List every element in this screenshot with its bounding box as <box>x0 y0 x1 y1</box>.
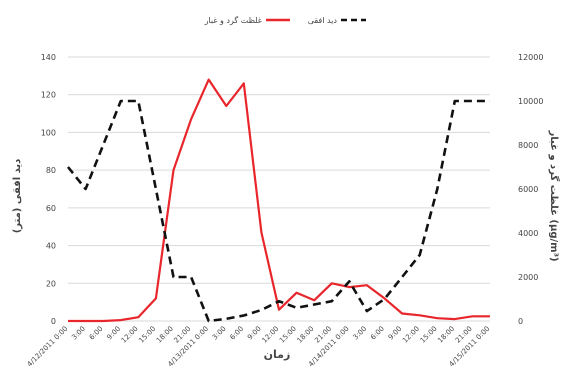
legend-label-1: غلظت گرد و غبار <box>204 15 262 25</box>
x-tick-label: 12:00 <box>401 325 421 345</box>
left-tick-label: 80 <box>46 166 56 175</box>
x-tick-label: 6:00 <box>88 325 105 342</box>
series-line-2 <box>66 99 490 323</box>
x-tick-label: 4/12/2011 0:00 <box>26 325 70 369</box>
left-axis-ticks: 0 20 40 60 80 100 120 140 <box>41 53 56 326</box>
x-tick-label: 18:00 <box>436 325 456 345</box>
x-tick-label: 18:00 <box>155 325 175 345</box>
right-tick-label: 0 <box>518 317 523 326</box>
legend-label-2: دید افقی <box>308 16 338 25</box>
x-tick-label: 12:00 <box>260 325 280 345</box>
left-tick-label: 60 <box>46 204 56 213</box>
legend: غلظت گرد و غبار دید افقی <box>204 15 366 25</box>
left-tick-label: 100 <box>41 128 56 137</box>
right-axis-ticks: 0 2000 4000 6000 8000 10000 12000 <box>518 53 543 326</box>
x-tick-label: 12:00 <box>120 325 140 345</box>
x-tick-label: 6:00 <box>228 325 245 342</box>
x-tick-label: 15:00 <box>137 325 157 345</box>
series-line-1 <box>68 78 490 323</box>
grid-lines <box>68 56 490 322</box>
right-tick-label: 12000 <box>518 53 543 62</box>
left-tick-label: 0 <box>51 317 56 326</box>
x-axis-label: زمان <box>264 348 291 361</box>
x-tick-label: 15:00 <box>278 325 298 345</box>
right-tick-label: 8000 <box>518 141 538 150</box>
x-axis-ticks: 4/12/2011 0:00 3:00 6:00 9:0012:0015:0018:0… <box>26 325 492 369</box>
x-tick-label: 6:00 <box>369 325 386 342</box>
x-tick-label: 3:00 <box>352 325 369 342</box>
x-tick-label: 3:00 <box>211 325 228 342</box>
right-tick-label: 4000 <box>518 229 538 238</box>
left-tick-label: 120 <box>41 91 56 100</box>
left-tick-label: 140 <box>41 53 56 62</box>
right-tick-label: 6000 <box>518 185 538 194</box>
series-lines <box>66 78 490 323</box>
right-tick-label: 2000 <box>518 273 538 282</box>
x-tick-label: 3:00 <box>70 325 87 342</box>
x-tick-label: 18:00 <box>296 325 316 345</box>
left-tick-label: 40 <box>46 242 56 251</box>
x-tick-label: 15:00 <box>419 325 439 345</box>
left-tick-label: 20 <box>46 279 56 288</box>
right-tick-label: 10000 <box>518 97 543 106</box>
right-axis-label: غلظت گرد و غبار (µg/m³) <box>548 129 561 261</box>
left-axis-label: دید افقی (متر) <box>12 159 23 234</box>
